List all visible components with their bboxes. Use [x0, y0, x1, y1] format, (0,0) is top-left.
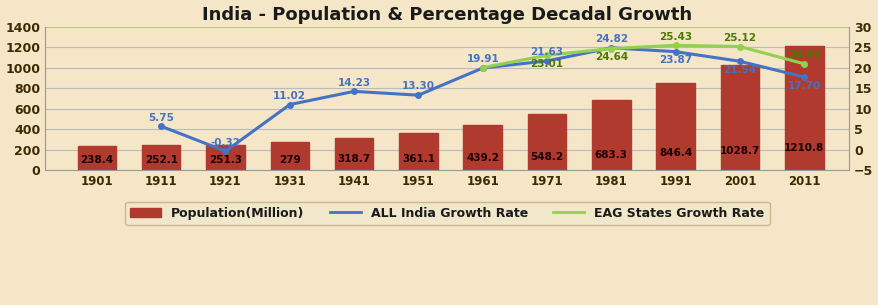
Text: 21.63: 21.63: [530, 47, 563, 57]
Text: 683.3: 683.3: [594, 150, 627, 160]
Text: 11.02: 11.02: [273, 91, 306, 101]
Text: 318.7: 318.7: [337, 154, 371, 164]
Text: 24.64: 24.64: [594, 52, 627, 62]
Text: 24.82: 24.82: [594, 34, 627, 44]
Text: 846.4: 846.4: [658, 148, 692, 158]
Bar: [206, 145, 244, 170]
Bar: [463, 125, 501, 170]
Text: 23.87: 23.87: [658, 56, 692, 65]
Bar: [784, 46, 823, 170]
Bar: [527, 114, 565, 170]
Text: 1210.8: 1210.8: [783, 143, 824, 153]
Bar: [270, 142, 309, 170]
Text: 251.3: 251.3: [209, 155, 241, 165]
Text: 279: 279: [278, 155, 300, 165]
Bar: [399, 133, 437, 170]
Bar: [141, 145, 180, 170]
Text: 1028.7: 1028.7: [719, 146, 759, 156]
Text: 14.23: 14.23: [337, 78, 371, 88]
Text: 25.43: 25.43: [658, 32, 692, 41]
Text: 21.54: 21.54: [723, 65, 756, 75]
Text: 23.01: 23.01: [530, 59, 563, 69]
Legend: Population(Million), ALL India Growth Rate, EAG States Growth Rate: Population(Million), ALL India Growth Ra…: [125, 202, 769, 225]
Text: 548.2: 548.2: [530, 152, 563, 162]
Text: 17.70: 17.70: [787, 81, 820, 91]
Bar: [77, 146, 116, 170]
Bar: [335, 138, 373, 170]
Title: India - Population & Percentage Decadal Growth: India - Population & Percentage Decadal …: [202, 5, 692, 23]
Text: -0.32: -0.32: [210, 138, 241, 148]
Text: 13.30: 13.30: [401, 81, 435, 92]
Text: 252.1: 252.1: [145, 155, 177, 165]
Bar: [656, 84, 694, 170]
Text: 20.92: 20.92: [787, 50, 820, 60]
Text: 361.1: 361.1: [401, 154, 435, 164]
Text: 19.91: 19.91: [466, 54, 499, 64]
Bar: [720, 65, 759, 170]
Bar: [592, 100, 630, 170]
Text: 238.4: 238.4: [80, 156, 113, 165]
Text: 25.12: 25.12: [723, 33, 756, 43]
Text: 5.75: 5.75: [148, 113, 174, 123]
Text: 439.2: 439.2: [465, 153, 499, 163]
